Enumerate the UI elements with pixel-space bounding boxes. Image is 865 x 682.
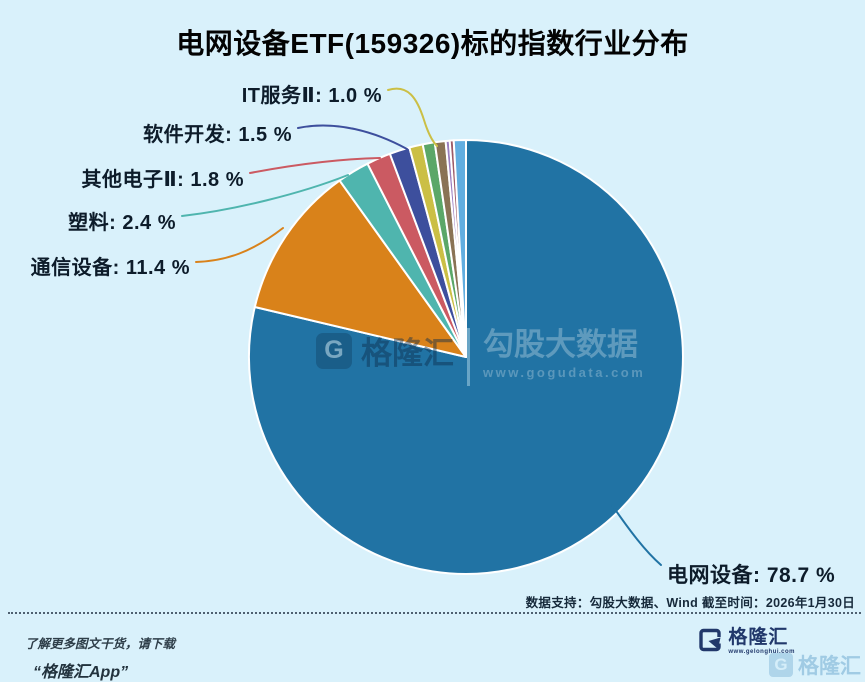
footer-logo-text: 格隆汇 — [728, 627, 789, 648]
slice-label-电网设备: 电网设备: 78.7 % — [667, 564, 836, 587]
pie-slices-group — [247, 138, 684, 575]
leader-lines-group — [181, 87, 662, 566]
slice-label-其他电子Ⅱ: 其他电子Ⅱ: 1.8 % — [81, 169, 244, 191]
slice-label-塑料: 塑料: 2.4 % — [68, 212, 176, 234]
gelonghui-ghost-logo-icon: G — [769, 653, 793, 677]
pie-slice-unlabeled-10[interactable] — [452, 138, 467, 358]
footer-logo-url: www.gelonghui.com — [728, 649, 795, 655]
leader-line-软件开发 — [297, 124, 408, 150]
slice-label-软件开发: 软件开发: 1.5 % — [143, 124, 292, 146]
footer-divider — [8, 612, 861, 614]
gelonghui-logo-icon — [699, 628, 722, 652]
footer-promo: 了解更多图文干货，请下载 “格隆汇App” — [25, 633, 175, 682]
gelonghui-footer-logo: 格隆汇 www.gelonghui.com — [698, 628, 795, 655]
leader-line-塑料 — [181, 174, 349, 217]
slice-label-IT服务Ⅱ: IT服务Ⅱ: 1.0 % — [241, 85, 382, 107]
slice-label-通信设备: 通信设备: 11.4 % — [30, 257, 190, 279]
leader-line-电网设备 — [611, 504, 662, 566]
chart-title: 电网设备ETF(159326)标的指数行业分布 — [176, 28, 689, 59]
leader-line-IT服务Ⅱ — [387, 87, 438, 147]
leader-line-其他电子Ⅱ — [249, 157, 381, 174]
gelonghui-ghost-watermark: G 格隆汇 — [769, 650, 861, 680]
data-source-note: 数据支持：勾股大数据、Wind 截至时间：2026年1月30日 — [525, 596, 855, 610]
promo-line2: “格隆汇App” — [33, 664, 129, 681]
ghost-logo-text: 格隆汇 — [798, 655, 861, 678]
leader-line-通信设备 — [195, 227, 284, 263]
pie-slice-通信设备[interactable] — [253, 179, 467, 358]
promo-line1: 了解更多图文干货，请下载 — [25, 637, 176, 651]
